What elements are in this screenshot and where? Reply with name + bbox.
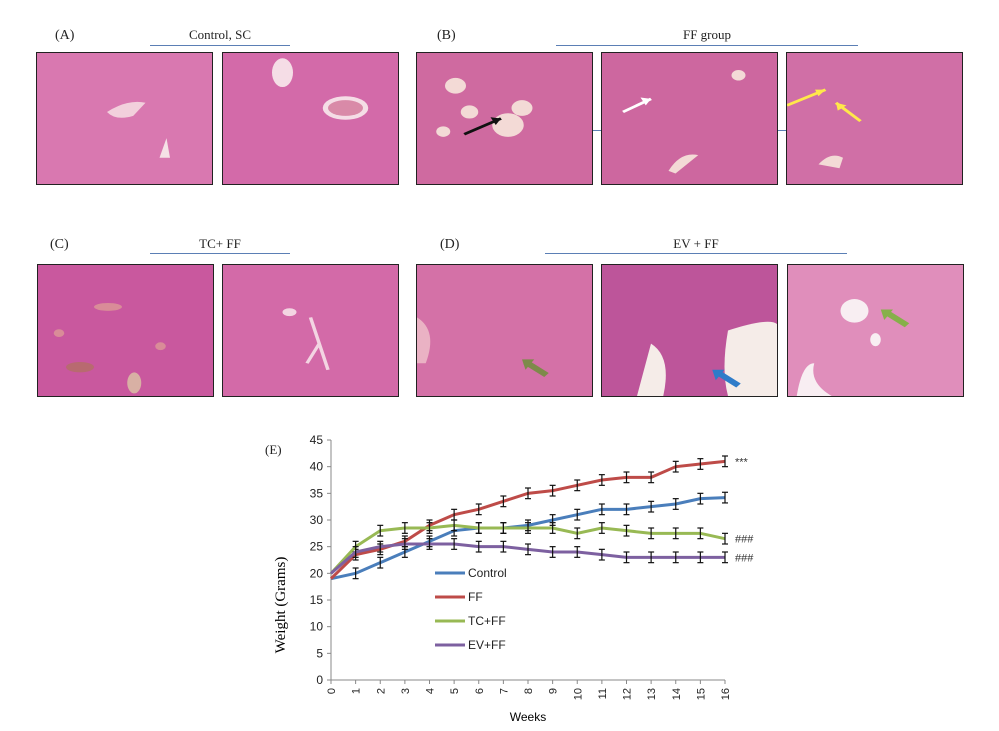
y-tick-label: 40 [310,460,324,474]
y-tick-label: 25 [310,540,324,554]
x-tick-label: 3 [400,688,412,694]
x-tick-label: 16 [720,688,732,700]
y-tick-label: 10 [310,620,324,634]
legend-label: EV+FF [468,638,506,652]
micrograph-b3 [786,52,963,185]
x-axis-label: Weeks [510,710,546,724]
panel-label-a: (A) [55,28,75,43]
legend-label: FF [468,590,483,604]
y-tick-label: 5 [316,646,323,660]
significance-annotation: *** [735,456,749,468]
connector-b1 [593,130,601,131]
x-tick-label: 0 [326,688,338,694]
group-line-ev-ff [545,253,847,254]
panel-label-c: (C) [50,237,69,252]
x-tick-label: 1 [351,688,363,694]
legend-label: Control [468,566,507,580]
micrograph-d2 [601,264,778,397]
x-tick-label: 2 [375,688,387,694]
micrograph-a2 [222,52,399,185]
group-line-tc-ff [150,253,290,254]
series-line-control [330,496,726,581]
y-axis-label: Weight (Grams) [273,557,289,654]
group-title-ff: FF group [682,27,732,42]
panel-label-d: (D) [440,237,460,252]
y-tick-label: 35 [310,486,324,500]
chart-series: *** ### ### [329,455,754,581]
micrograph-a1 [36,52,213,185]
y-tick-label: 0 [316,673,323,687]
micrograph-d1 [416,264,593,397]
panel-label-e: (E) [265,442,282,457]
panel-label-b: (B) [437,28,456,43]
x-tick-label: 12 [622,688,634,700]
y-tick-label: 20 [310,566,324,580]
significance-annotation: ### [735,552,754,564]
legend-label: TC+FF [468,614,506,628]
group-line-control [150,45,290,46]
x-tick-label: 6 [474,688,486,694]
group-line-ff [556,45,858,46]
significance-annotation: ### [735,534,754,546]
x-tick-label: 10 [572,688,584,700]
x-tick-label: 11 [597,688,609,699]
chart-legend: Control FF TC+FF EV+FF [435,566,507,652]
x-tick-label: 5 [449,688,461,694]
micrograph-d3 [787,264,964,397]
y-tick-label: 15 [310,593,324,607]
x-tick-label: 9 [548,688,560,694]
micrograph-b1 [416,52,593,185]
group-title-control: Control, SC [188,27,252,42]
micrograph-c2 [222,264,399,397]
x-tick-label: 4 [425,688,437,694]
micrograph-c1 [37,264,214,397]
x-tick-label: 14 [671,688,683,700]
x-tick-label: 8 [523,688,535,694]
connector-b2 [778,130,786,131]
x-tick-label: 15 [695,688,707,700]
group-title-ev-ff: EV + FF [673,236,719,251]
y-tick-label: 45 [310,433,324,447]
y-tick-label: 30 [310,513,324,527]
x-tick-label: 13 [646,688,658,700]
x-tick-label: 7 [498,688,510,694]
group-title-tc-ff: TC+ FF [199,236,241,251]
micrograph-b2 [601,52,778,185]
